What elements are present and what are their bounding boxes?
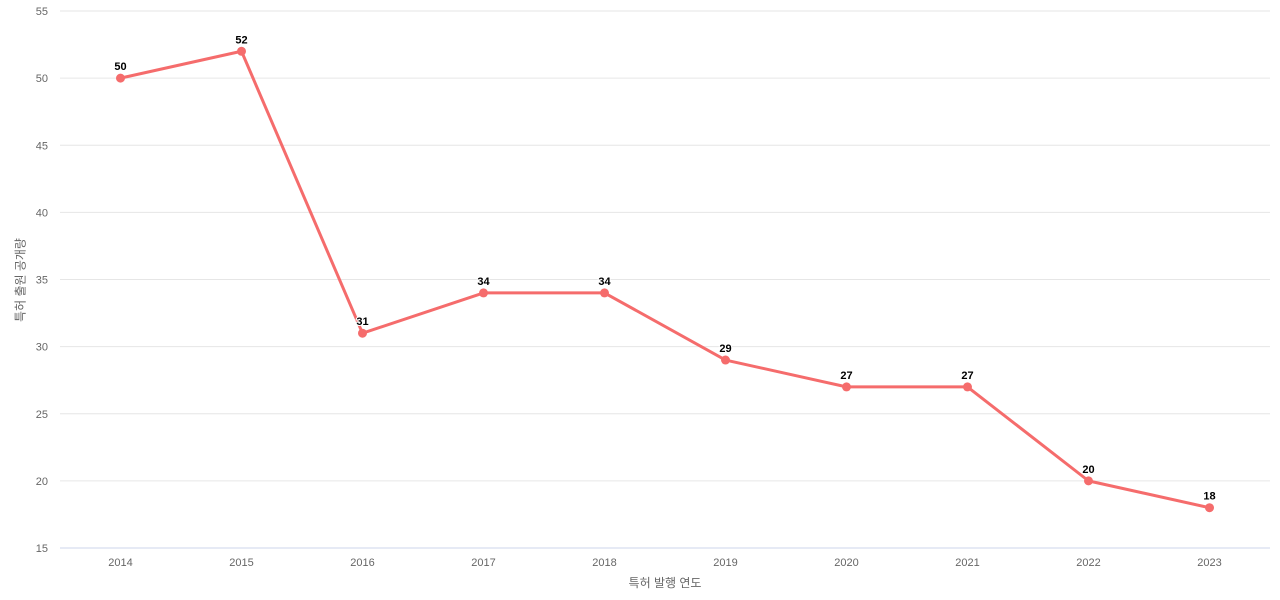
y-tick-label: 40 xyxy=(36,207,48,219)
y-tick-label: 25 xyxy=(36,409,48,421)
data-point-marker[interactable] xyxy=(237,46,246,56)
x-tick-label: 2022 xyxy=(1076,557,1100,569)
data-point-marker[interactable] xyxy=(842,382,851,392)
x-axis-title: 특허 발행 연도 xyxy=(628,576,702,590)
data-point-marker[interactable] xyxy=(479,288,488,298)
series-line xyxy=(119,49,1211,510)
x-tick-label: 2018 xyxy=(592,557,616,569)
data-point-label: 52 xyxy=(235,34,247,46)
data-point-label: 34 xyxy=(477,276,490,288)
x-tick-label: 2021 xyxy=(955,557,979,569)
y-tick-label: 55 xyxy=(36,6,48,18)
x-tick-label: 2014 xyxy=(108,557,132,569)
y-tick-label: 45 xyxy=(36,140,48,152)
data-point-marker[interactable] xyxy=(116,73,125,83)
data-point-label: 29 xyxy=(719,343,731,355)
data-point-marker[interactable] xyxy=(358,328,367,338)
y-tick-label: 35 xyxy=(36,275,48,287)
data-point-marker[interactable] xyxy=(1084,476,1093,486)
x-tick-label: 2020 xyxy=(834,557,858,569)
y-tick-label: 20 xyxy=(36,476,48,488)
data-point-label: 27 xyxy=(961,370,973,382)
x-tick-label: 2016 xyxy=(350,557,374,569)
x-tick-label: 2023 xyxy=(1197,557,1221,569)
data-point-label: 50 xyxy=(114,61,126,73)
data-point-label: 20 xyxy=(1082,464,1094,476)
data-point-label: 27 xyxy=(840,370,852,382)
data-point-marker[interactable] xyxy=(600,288,609,298)
x-tick-label: 2015 xyxy=(229,557,253,569)
y-axis-title: 특허 출원 공개량 xyxy=(13,238,28,322)
data-point-marker[interactable] xyxy=(721,355,730,365)
x-tick-label: 2017 xyxy=(471,557,495,569)
y-tick-label: 15 xyxy=(36,543,48,555)
data-point-marker[interactable] xyxy=(963,382,972,392)
data-point-label: 18 xyxy=(1203,491,1215,503)
data-point-marker[interactable] xyxy=(1205,503,1214,513)
data-point-label: 31 xyxy=(356,316,368,328)
x-tick-label: 2019 xyxy=(713,557,737,569)
y-tick-label: 30 xyxy=(36,342,48,354)
y-tick-label: 50 xyxy=(36,73,48,85)
data-point-label: 34 xyxy=(598,276,611,288)
